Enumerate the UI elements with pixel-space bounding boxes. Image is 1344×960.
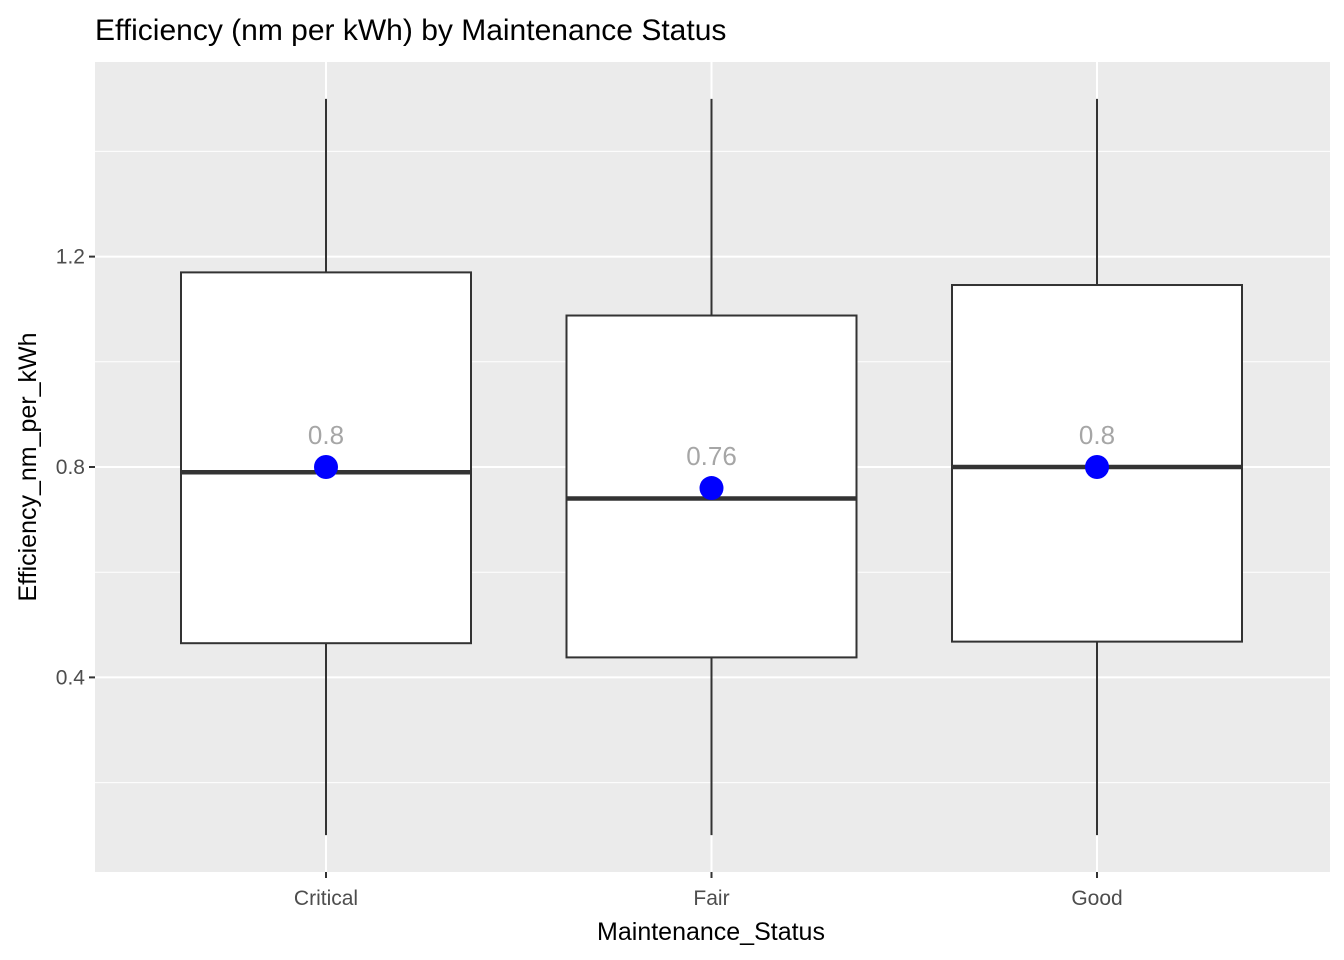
mean-point: [1085, 455, 1109, 479]
chart-title: Efficiency (nm per kWh) by Maintenance S…: [95, 14, 726, 47]
y-tick-label: 1.2: [56, 246, 85, 269]
box-good: 0.8: [951, 98, 1243, 836]
x-axis-title: Maintenance_Status: [597, 918, 825, 946]
mean-label: 0.8: [308, 420, 344, 450]
box-critical: 0.8: [180, 98, 472, 836]
x-tick-label: Fair: [693, 887, 729, 910]
box-fair: 0.76: [565, 98, 858, 836]
y-axis-title: Efficiency_nm_per_kWh: [14, 332, 42, 601]
mean-label: 0.76: [686, 441, 737, 471]
mean-label: 0.8: [1079, 420, 1115, 450]
mean-point: [314, 455, 338, 479]
y-tick-label: 0.4: [56, 666, 86, 689]
y-tick-label: 0.8: [56, 456, 85, 479]
axes: 0.4 0.8 1.2 Critical Fair Good: [56, 246, 1123, 910]
x-tick-label: Good: [1071, 887, 1122, 910]
x-tick-label: Critical: [294, 887, 358, 910]
boxes: 0.8 0.76 0.8: [180, 98, 1243, 836]
mean-point: [699, 476, 724, 501]
